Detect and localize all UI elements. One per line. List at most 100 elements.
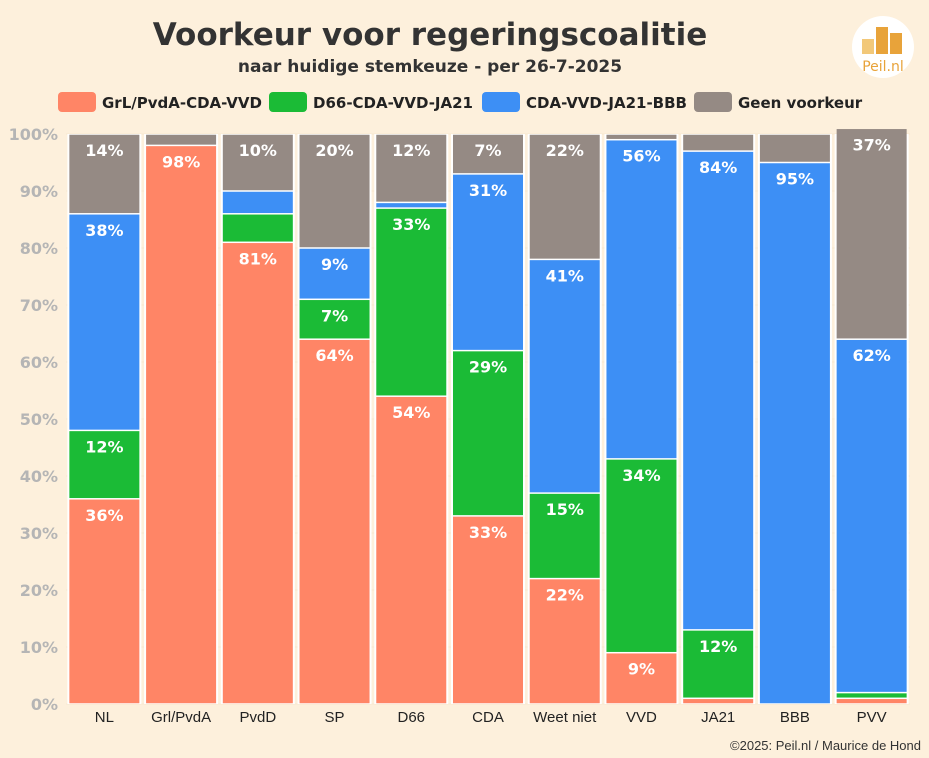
x-tick-label: D66 [398,709,426,726]
bar-segment-d66-cda-vvd-ja21 [453,351,523,516]
legend-item-geen-voorkeur: Geen voorkeur [694,92,863,112]
data-label: 37% [852,135,890,154]
bar-segment-geen-voorkeur [146,134,217,145]
logo-text: Peil.nl [862,59,904,75]
data-label: 84% [699,158,737,177]
bar-segment-geen-voorkeur [606,134,677,139]
data-label: 12% [699,637,737,656]
legend-item-d66-cda-vvd-ja21: D66-CDA-VVD-JA21 [269,92,473,112]
data-label: 10% [239,141,277,160]
bar-segment-geen-voorkeur [759,134,830,162]
legend-swatch [694,92,732,112]
bar-segment-geen-voorkeur [376,134,447,202]
x-tick-label: JA21 [701,709,735,726]
bar-group-pvdd: 81% 10% [220,134,295,704]
data-label: 31% [469,181,507,200]
data-label: 62% [852,346,890,365]
bar-segment-d66-cda-vvd-ja21 [69,431,140,499]
bar-segment-geen-voorkeur [299,134,370,248]
bar-group-nl: 36% 12% 38% 14% [67,134,142,704]
x-tick-label: Grl/PvdA [151,709,211,726]
bar-segment-grl-pvda-cda-vvd [69,499,140,704]
bar-segment-cda-vvd-ja21-bbb [69,214,140,430]
y-tick-label: 80% [20,239,58,258]
y-axis: 0% 10% 20% 30% 40% 50% 60% 70% 80% 90% 100% [9,125,58,714]
legend-item-grl-pvda-cda-vvd: GrL/PvdA-CDA-VVD [58,92,262,112]
bar-chart-logo-icon [862,27,902,54]
data-label: 95% [776,170,814,189]
bar-segment-cda-vvd-ja21-bbb [759,163,830,704]
bar-group-d66: 54% 33% 12% [374,134,449,704]
bar-segment-geen-voorkeur [683,134,754,151]
bar-segment-geen-voorkeur [529,134,600,259]
x-axis: NL Grl/PvdA PvdD SP D66 CDA Weet niet VVD JA21 BB… [95,709,887,726]
bar-segment-grl-pvda-cda-vvd [529,579,600,704]
bar-segment-d66-cda-vvd-ja21 [376,208,447,396]
data-label: 64% [315,346,353,365]
y-tick-label: 70% [20,296,58,315]
chart-subtitle: naar huidige stemkeuze - per 26-7-2025 [238,57,622,77]
bar-segment-geen-voorkeur [453,134,523,174]
x-tick-label: NL [95,709,114,726]
y-tick-label: 90% [20,182,58,201]
x-tick-label: SP [325,709,345,726]
bar-segment-cda-vvd-ja21-bbb [529,260,600,493]
legend-label: D66-CDA-VVD-JA21 [313,94,473,112]
data-label: 12% [392,141,430,160]
bar-segment-grl-pvda-cda-vvd [299,339,370,704]
y-tick-label: 60% [20,353,58,372]
data-label: 9% [628,660,655,679]
bar-segment-d66-cda-vvd-ja21 [222,214,293,242]
data-label: 33% [469,523,507,542]
bar-group-weet-niet: 22% 15% 41% 22% [527,134,602,704]
data-label: 33% [392,215,430,234]
data-label: 29% [469,358,507,377]
data-label: 15% [546,500,584,519]
y-tick-label: 30% [20,524,58,543]
legend-label: Geen voorkeur [738,94,863,112]
bar-group-vvd: 9% 34% 56% [604,134,679,704]
legend-swatch [58,92,96,112]
bar-segment-cda-vvd-ja21-bbb [683,151,754,630]
bar-segment-geen-voorkeur [222,134,293,191]
y-tick-label: 50% [20,410,58,429]
bar-segment-d66-cda-vvd-ja21 [836,693,907,698]
data-label: 22% [546,141,584,160]
x-tick-label: PvdD [239,709,276,726]
peil-logo: Peil.nl [852,16,914,78]
data-label: 36% [85,506,123,525]
legend-label: GrL/PvdA-CDA-VVD [102,94,262,112]
bar-segment-cda-vvd-ja21-bbb [453,174,523,350]
bar-segment-cda-vvd-ja21-bbb [836,339,907,692]
bar-group-ja21: 12% 84% [681,134,756,704]
y-tick-label: 20% [20,581,58,600]
bar-group-bbb: 95% [757,134,832,704]
chart-bars: 36% 12% 38% 14% 98% 81% 10% 64% 7% 9% 20% 54% 33% 12%… [67,129,909,704]
bar-segment-grl-pvda-cda-vvd [376,396,447,704]
x-tick-label: Weet niet [533,709,597,726]
data-label: 54% [392,403,430,422]
data-label: 22% [546,586,584,605]
legend-swatch [482,92,520,112]
chart-legend: GrL/PvdA-CDA-VVD D66-CDA-VVD-JA21 CDA-VVD-… [58,92,863,112]
x-tick-label: BBB [780,709,810,726]
data-label: 41% [546,266,584,285]
bar-segment-cda-vvd-ja21-bbb [222,191,293,214]
bar-group-grl-pvda: 98% [144,134,219,704]
data-label: 34% [622,466,660,485]
chart-title: Voorkeur voor regeringscoalitie [153,17,708,53]
legend-item-cda-vvd-ja21-bbb: CDA-VVD-JA21-BBB [482,92,687,112]
data-label: 9% [321,255,348,274]
bar-segment-d66-cda-vvd-ja21 [683,630,754,698]
bar-segment-geen-voorkeur [69,134,140,214]
bar-group-sp: 64% 7% 9% 20% [297,134,372,704]
data-label: 14% [85,141,123,160]
x-tick-label: VVD [626,709,657,726]
data-label: 20% [315,141,353,160]
bar-segment-grl-pvda-cda-vvd [453,516,523,704]
data-label: 7% [474,141,501,160]
data-label: 7% [321,306,348,325]
bar-segment-d66-cda-vvd-ja21 [606,459,677,652]
data-label: 12% [85,437,123,456]
bar-segment-d66-cda-vvd-ja21 [299,300,370,339]
